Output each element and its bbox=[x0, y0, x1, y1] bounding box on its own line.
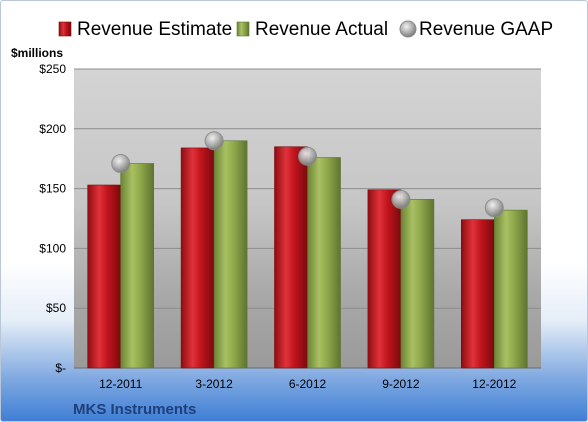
y-tick-label: $- bbox=[55, 361, 66, 375]
actual-bar bbox=[213, 140, 248, 369]
y-tick-label: $250 bbox=[39, 62, 66, 76]
x-tick-label: 3-2012 bbox=[195, 377, 233, 391]
gaap-marker bbox=[204, 131, 224, 151]
x-tick-label: 12-2011 bbox=[99, 377, 142, 391]
y-unit-label: $millions bbox=[11, 46, 63, 60]
estimate-bar bbox=[367, 189, 402, 369]
x-axis: 12-2011 3-2012 6-2012 9-2012 12-2012 bbox=[99, 377, 517, 391]
legend-label: Revenue GAAP bbox=[419, 19, 553, 40]
y-tick-label: $150 bbox=[39, 182, 66, 196]
legend-label: Revenue Estimate bbox=[77, 19, 232, 40]
actual-bar bbox=[120, 163, 154, 369]
y-axis: $- $50 $100 $150 $200 $250 bbox=[39, 62, 66, 375]
actual-bar bbox=[307, 157, 341, 369]
legend-label: Revenue Actual bbox=[255, 19, 388, 40]
estimate-bar bbox=[180, 147, 215, 369]
gaap-marker bbox=[111, 153, 131, 173]
x-tick-label: 6-2012 bbox=[289, 377, 327, 391]
actual-bar bbox=[400, 199, 435, 369]
legend-swatch bbox=[399, 20, 417, 38]
actual-bar bbox=[493, 209, 528, 369]
y-tick-label: $100 bbox=[39, 241, 66, 255]
company-name: MKS Instruments bbox=[73, 401, 196, 418]
gaap-marker bbox=[298, 146, 317, 166]
gaap-marker bbox=[484, 198, 504, 218]
legend-swatch bbox=[58, 21, 72, 37]
bars bbox=[87, 140, 528, 369]
estimate-bar bbox=[460, 219, 495, 369]
y-tick-label: $50 bbox=[46, 301, 66, 315]
y-tick-label: $200 bbox=[39, 122, 66, 136]
estimate-bar bbox=[87, 184, 121, 369]
legend: Revenue Estimate Revenue Actual Revenue GA… bbox=[58, 19, 553, 40]
x-tick-label: 9-2012 bbox=[382, 377, 420, 391]
legend-swatch bbox=[236, 21, 250, 37]
gaap-marker bbox=[391, 189, 411, 209]
gaap-markers bbox=[111, 131, 504, 218]
x-tick-label: 12-2012 bbox=[472, 377, 516, 391]
estimate-bar bbox=[274, 146, 308, 369]
